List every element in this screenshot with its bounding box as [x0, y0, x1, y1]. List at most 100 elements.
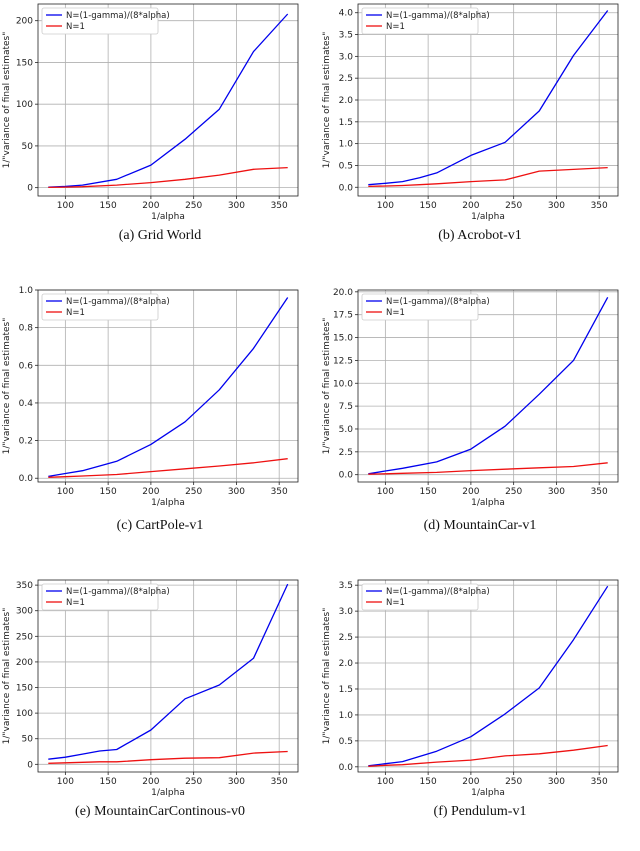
x-axis-label: 1/alpha	[471, 212, 505, 222]
y-tick-label: 150	[16, 684, 33, 694]
y-tick-label: 50	[22, 735, 34, 745]
x-axis-label: 1/alpha	[471, 788, 505, 798]
y-tick-label: 2.5	[339, 633, 353, 643]
legend-label-1: N=(1-gamma)/(8*alpha)	[386, 587, 490, 597]
y-tick-label: 1.5	[339, 118, 353, 128]
plot-frame	[37, 579, 299, 773]
legend-box	[41, 7, 159, 35]
subplot-mountaincar: 100 150 200 250 300 350 0.0 2.5 5.0 7.5 10.0 12.5 15…	[320, 286, 640, 561]
x-tick-label: 350	[271, 777, 288, 787]
y-tick-label: 1.0	[19, 286, 34, 296]
x-tick-label: 200	[462, 201, 479, 211]
series-line-2	[368, 462, 608, 475]
y-tick-label: 200	[16, 658, 33, 668]
x-tick-label: 150	[420, 777, 437, 787]
caption-pendulum: (f) Pendulum-v1	[433, 804, 527, 819]
chart-grid-world: 100 150 200 250 300 3500501001502001/alpha1/"…	[2, 3, 299, 222]
legend-box	[41, 583, 159, 611]
x-tick-label: 350	[271, 487, 288, 497]
x-tick-label: 100	[57, 201, 74, 211]
y-tick-label: 12.5	[333, 356, 353, 366]
plot-frame	[357, 579, 619, 773]
y-tick-label: 2.5	[339, 448, 353, 458]
series-line-2	[48, 458, 288, 478]
subplot-mountaincar-continous: 100 150 200 250 300 350 0 50 100 150 200 250 300 350 1…	[0, 576, 320, 851]
y-tick-label: 1.0	[339, 140, 354, 150]
series-line-1	[48, 583, 289, 760]
legend-box	[361, 7, 479, 35]
x-tick-label: 350	[591, 487, 608, 497]
chart-acrobot: 100 150 200 250 300 350 0.0 0.5 1.0 1.5 2.0 2.5 3.0 3…	[322, 3, 619, 222]
y-tick-label: 200	[16, 17, 33, 27]
legend-label-2: N=1	[386, 308, 405, 318]
legend-label-2: N=1	[386, 598, 405, 608]
y-axis-label: 1/"variance of final estimates"	[2, 32, 12, 169]
plot-frame	[37, 289, 299, 483]
caption-mountaincar: (d) MountainCar-v1	[423, 518, 537, 533]
legend-label-1: N=(1-gamma)/(8*alpha)	[386, 297, 490, 307]
y-tick-label: 0	[27, 184, 33, 194]
x-tick-label: 250	[185, 777, 202, 787]
caption-acrobot: (b) Acrobot-v1	[438, 228, 522, 243]
x-tick-label: 300	[228, 777, 245, 787]
x-tick-label: 100	[57, 487, 74, 497]
x-tick-label: 250	[185, 487, 202, 497]
x-tick-label: 100	[377, 777, 394, 787]
y-tick-label: 300	[16, 607, 33, 617]
y-tick-label: 0.2	[19, 437, 33, 447]
y-tick-label: 0.4	[19, 399, 34, 409]
y-tick-label: 0.0	[339, 763, 354, 773]
legend: N=(1-gamma)/(8*alpha)N=1	[361, 583, 490, 611]
x-tick-label: 300	[548, 487, 565, 497]
y-tick-label: 2.0	[339, 96, 354, 106]
y-tick-label: 100	[16, 709, 33, 719]
y-tick-label: 0.8	[19, 324, 34, 334]
y-tick-label: 150	[16, 58, 33, 68]
legend: N=(1-gamma)/(8*alpha)N=1	[361, 293, 490, 321]
y-axis-label: 1/"variance of final estimates"	[2, 318, 12, 455]
y-tick-label: 15.0	[333, 334, 353, 344]
series-line-2	[48, 750, 288, 764]
y-tick-label: 3.5	[339, 31, 353, 41]
x-tick-label: 300	[228, 201, 245, 211]
y-tick-label: 3.5	[339, 581, 353, 591]
series-line-1	[368, 585, 609, 767]
plot-frame	[37, 3, 299, 197]
plot-frame	[357, 289, 619, 483]
caption-mountaincar-continous: (e) MountainCarContinous-v0	[75, 804, 245, 819]
x-tick-label: 150	[420, 487, 437, 497]
legend-label-1: N=(1-gamma)/(8*alpha)	[66, 587, 170, 597]
x-tick-label: 150	[100, 777, 117, 787]
y-tick-label: 350	[16, 581, 33, 591]
y-axis-label: 1/"variance of final estimates"	[2, 608, 12, 745]
x-tick-label: 350	[271, 201, 288, 211]
y-tick-label: 0.5	[339, 737, 353, 747]
caption-grid-world: (a) Grid World	[118, 228, 202, 243]
y-tick-label: 0.5	[339, 161, 353, 171]
x-tick-label: 200	[462, 777, 479, 787]
series-line-2	[48, 166, 288, 189]
x-tick-label: 100	[377, 487, 394, 497]
legend-label-2: N=1	[66, 598, 85, 608]
x-axis-label: 1/alpha	[471, 498, 505, 508]
x-tick-label: 200	[142, 777, 159, 787]
series-line-1	[368, 10, 609, 186]
x-tick-label: 300	[228, 487, 245, 497]
subplot-grid-world: 100 150 200 250 300 350 0 50 100 150 200 1/alpha 1/"…	[0, 0, 320, 275]
legend: N=(1-gamma)/(8*alpha)N=1	[41, 583, 170, 611]
y-tick-label: 2.5	[339, 74, 353, 84]
y-tick-label: 5.0	[339, 425, 354, 435]
y-tick-label: 0	[27, 760, 33, 770]
y-tick-label: 0.0	[19, 474, 34, 484]
x-axis-label: 1/alpha	[151, 498, 185, 508]
y-tick-label: 0.6	[19, 361, 34, 371]
legend-label-2: N=1	[386, 22, 405, 32]
legend: N=(1-gamma)/(8*alpha)N=1	[361, 7, 490, 35]
x-tick-label: 100	[57, 777, 74, 787]
y-tick-label: 7.5	[339, 402, 353, 412]
x-tick-label: 350	[591, 201, 608, 211]
y-tick-label: 17.5	[333, 311, 353, 321]
x-axis-label: 1/alpha	[151, 212, 185, 222]
x-tick-label: 150	[420, 201, 437, 211]
y-tick-label: 1.0	[339, 711, 354, 721]
